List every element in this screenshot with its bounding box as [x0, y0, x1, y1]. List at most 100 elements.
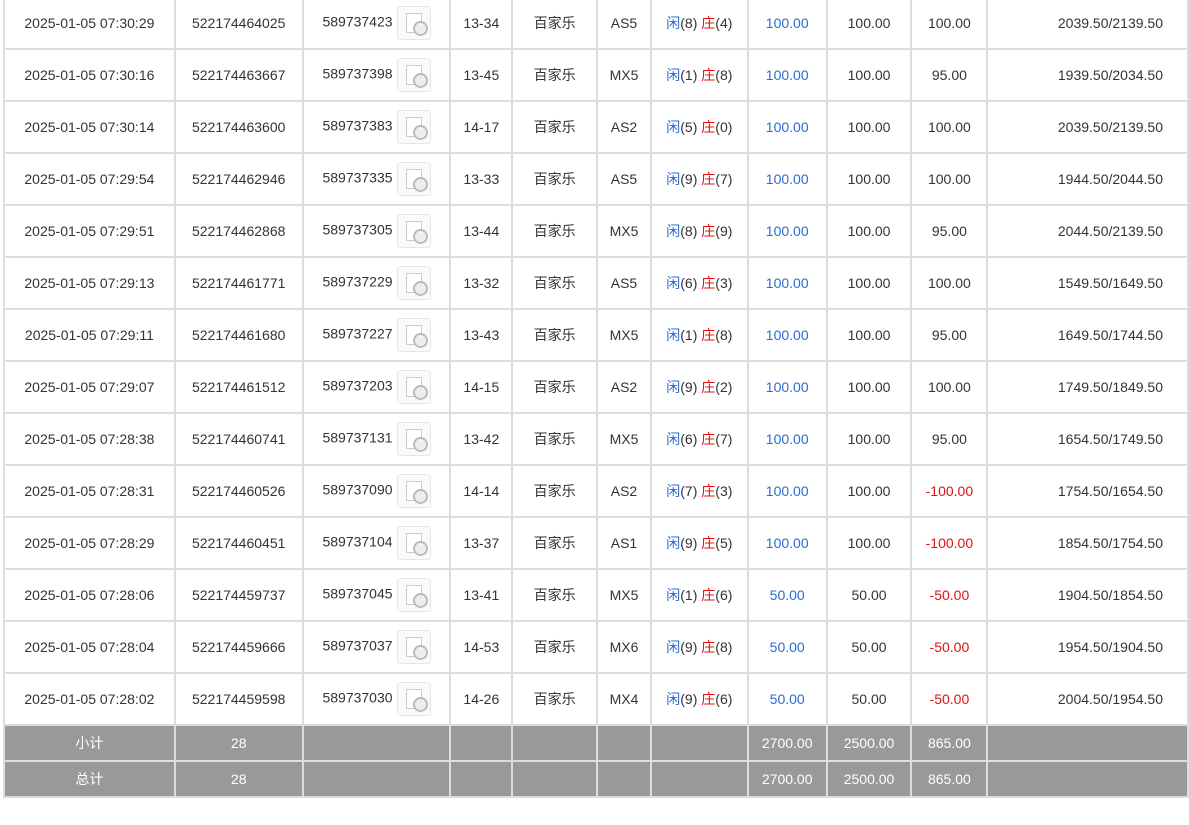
- video-replay-icon[interactable]: [396, 58, 431, 92]
- win-loss: 100.00: [910, 360, 989, 414]
- video-replay-icon[interactable]: [396, 370, 431, 404]
- banker-points: 7: [719, 431, 728, 447]
- table-code: MX5: [596, 412, 652, 466]
- banker-points: 0: [719, 119, 728, 135]
- round-id-text: 589737383: [322, 117, 393, 134]
- balance: 1954.50/1904.50: [986, 620, 1189, 674]
- round-id: 589737335: [301, 152, 452, 206]
- player-label: 闲: [666, 119, 681, 135]
- total-label: 总计: [3, 760, 176, 798]
- player-label: 闲: [666, 379, 681, 395]
- table-shoe: 13-37: [449, 516, 514, 570]
- round-id: 589737090: [301, 464, 452, 518]
- video-replay-icon[interactable]: [396, 214, 431, 248]
- game-type: 百家乐: [511, 48, 599, 102]
- banker-label: 庄: [701, 483, 716, 499]
- subtotal-valid: 2500.00: [825, 724, 913, 762]
- table-row: 2025-01-05 07:28:31 522174460526 5897370…: [3, 464, 1189, 518]
- result: 闲(6) 庄(7): [649, 412, 749, 466]
- banker-label: 庄: [701, 431, 716, 447]
- video-replay-icon[interactable]: [396, 318, 431, 352]
- banker-label: 庄: [701, 119, 716, 135]
- bet-id: 522174459737: [173, 568, 304, 622]
- player-label: 闲: [666, 327, 681, 343]
- video-replay-icon[interactable]: [396, 266, 431, 300]
- player-points: 8: [684, 223, 693, 239]
- round-id: 589737030: [301, 672, 452, 726]
- banker-points: 4: [719, 15, 728, 31]
- round-id: 589737383: [301, 100, 452, 154]
- player-label: 闲: [666, 275, 681, 291]
- table-shoe: 13-42: [449, 412, 514, 466]
- win-loss: 95.00: [910, 412, 989, 466]
- bet-time: 2025-01-05 07:29:54: [3, 152, 176, 206]
- video-replay-icon[interactable]: [396, 110, 431, 144]
- banker-points: 2: [719, 379, 728, 395]
- table-shoe: 13-44: [449, 204, 514, 258]
- valid-amount: 100.00: [825, 204, 913, 258]
- table-shoe: 13-43: [449, 308, 514, 362]
- player-points: 6: [684, 431, 693, 447]
- banker-points: 8: [719, 639, 728, 655]
- bet-amount: 100.00: [746, 48, 828, 102]
- bet-id: 522174464025: [173, 0, 304, 50]
- result: 闲(6) 庄(3): [649, 256, 749, 310]
- banker-label: 庄: [701, 223, 716, 239]
- video-replay-icon[interactable]: [396, 578, 431, 612]
- banker-points: 8: [719, 327, 728, 343]
- result: 闲(9) 庄(2): [649, 360, 749, 414]
- table-shoe: 13-33: [449, 152, 514, 206]
- bet-id: 522174462946: [173, 152, 304, 206]
- video-replay-icon[interactable]: [396, 682, 431, 716]
- valid-amount: 100.00: [825, 308, 913, 362]
- bet-time: 2025-01-05 07:28:06: [3, 568, 176, 622]
- valid-amount: 100.00: [825, 152, 913, 206]
- video-replay-icon[interactable]: [396, 630, 431, 664]
- win-loss: -50.00: [910, 672, 989, 726]
- bet-id: 522174463600: [173, 100, 304, 154]
- game-type: 百家乐: [511, 568, 599, 622]
- total-valid: 2500.00: [825, 760, 913, 798]
- bet-amount: 100.00: [746, 360, 828, 414]
- table-code: AS1: [596, 516, 652, 570]
- game-type: 百家乐: [511, 516, 599, 570]
- player-points: 5: [684, 119, 693, 135]
- banker-points: 9: [719, 223, 728, 239]
- video-replay-icon[interactable]: [396, 474, 431, 508]
- table-shoe: 14-53: [449, 620, 514, 674]
- round-id: 589737305: [301, 204, 452, 258]
- round-id: 589737131: [301, 412, 452, 466]
- table-row: 2025-01-05 07:30:14 522174463600 5897373…: [3, 100, 1189, 154]
- player-label: 闲: [666, 15, 681, 31]
- video-replay-icon[interactable]: [396, 422, 431, 456]
- video-replay-icon[interactable]: [396, 162, 431, 196]
- round-id: 589737229: [301, 256, 452, 310]
- valid-amount: 100.00: [825, 48, 913, 102]
- result: 闲(9) 庄(6): [649, 672, 749, 726]
- table-shoe: 13-45: [449, 48, 514, 102]
- game-type: 百家乐: [511, 360, 599, 414]
- subtotal-row: 小计 28 2700.00 2500.00 865.00: [3, 724, 1189, 762]
- table-shoe: 13-34: [449, 0, 514, 50]
- game-type: 百家乐: [511, 0, 599, 50]
- bet-time: 2025-01-05 07:29:11: [3, 308, 176, 362]
- result: 闲(5) 庄(0): [649, 100, 749, 154]
- video-replay-icon[interactable]: [396, 526, 431, 560]
- valid-amount: 100.00: [825, 464, 913, 518]
- round-id-text: 589737045: [322, 585, 393, 602]
- banker-label: 庄: [701, 639, 716, 655]
- bet-amount: 100.00: [746, 308, 828, 362]
- round-id-text: 589737335: [322, 169, 393, 186]
- bet-time: 2025-01-05 07:28:29: [3, 516, 176, 570]
- round-id: 589737104: [301, 516, 452, 570]
- video-replay-icon[interactable]: [396, 6, 431, 40]
- valid-amount: 50.00: [825, 672, 913, 726]
- balance: 2039.50/2139.50: [986, 0, 1189, 50]
- subtotal-count: 28: [173, 724, 304, 762]
- game-type: 百家乐: [511, 464, 599, 518]
- win-loss: 100.00: [910, 100, 989, 154]
- round-id-text: 589737037: [322, 637, 393, 654]
- player-points: 1: [684, 327, 693, 343]
- player-points: 9: [684, 691, 693, 707]
- result: 闲(9) 庄(8): [649, 620, 749, 674]
